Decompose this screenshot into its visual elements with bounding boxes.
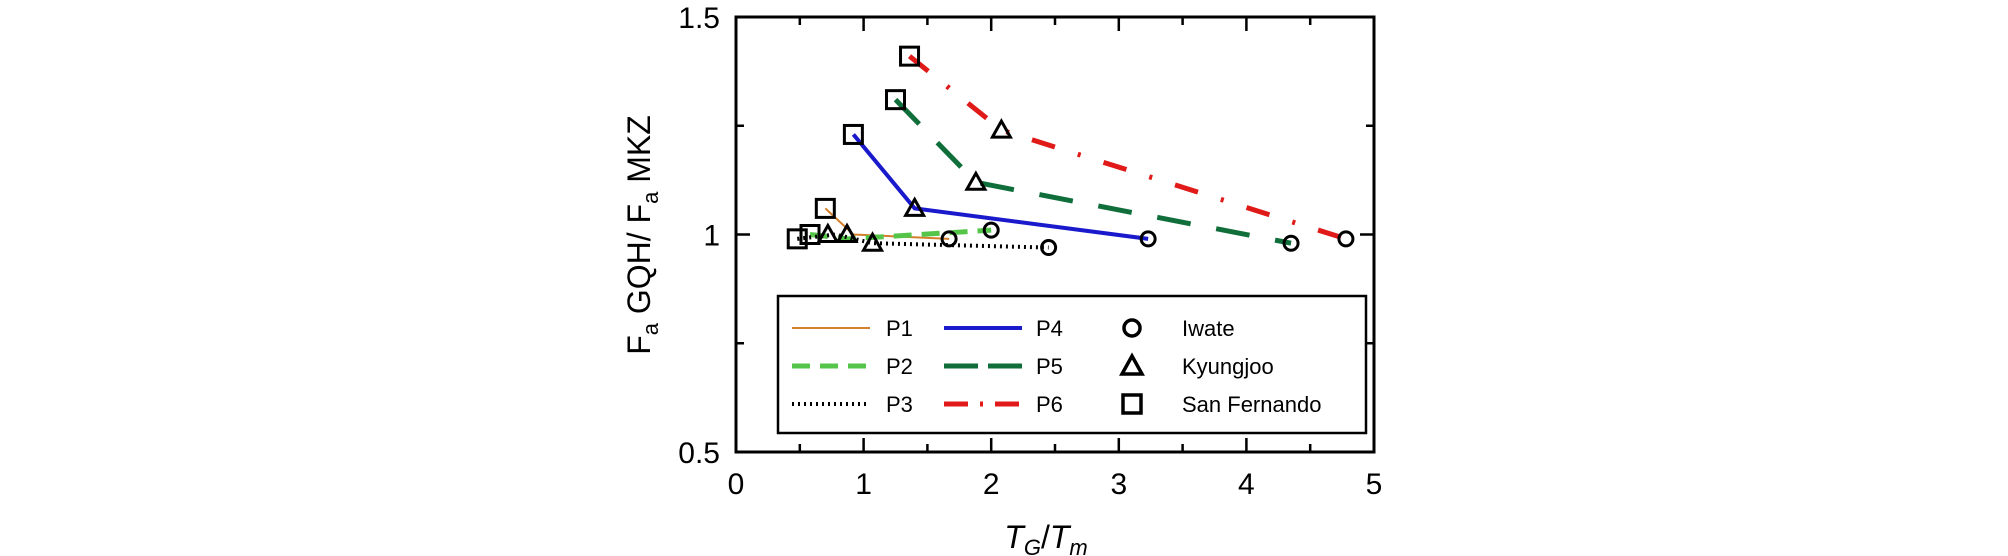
series-line-p3 xyxy=(797,232,1049,250)
x-axis-label-sub-m: m xyxy=(1069,535,1087,556)
y-axis-label-sub1: a xyxy=(638,322,663,335)
x-tick-label: 3 xyxy=(1110,468,1127,501)
legend-label-p1: P1 xyxy=(886,316,913,341)
legend-label-p3: P3 xyxy=(886,392,913,417)
series-line-p2 xyxy=(809,227,992,242)
marker-layer xyxy=(786,45,1355,257)
marker-kyungjoo xyxy=(903,196,927,217)
series-line-p5 xyxy=(893,97,1292,246)
x-axis-label-t: T xyxy=(1004,519,1026,555)
legend-label-p4: P4 xyxy=(1036,316,1063,341)
legend-marker-kyungjoo xyxy=(1119,352,1145,376)
legend-label-p2: P2 xyxy=(886,354,913,379)
legend-label-kyungjoo: Kyungjoo xyxy=(1182,354,1274,379)
x-tick-label: 5 xyxy=(1366,468,1383,501)
marker-san-fernando xyxy=(842,123,864,145)
x-axis-label-sep: / xyxy=(1041,519,1050,555)
x-tick-label: 0 xyxy=(728,468,745,501)
legend-label-iwate: Iwate xyxy=(1182,316,1235,341)
marker-kyungjoo xyxy=(989,118,1013,139)
marker-iwate xyxy=(1337,230,1355,248)
marker-kyungjoo xyxy=(964,170,988,191)
legend-marker-iwate xyxy=(1122,318,1142,338)
marker-san-fernando xyxy=(885,89,906,111)
marker-san-fernando xyxy=(814,197,836,219)
legend-label-p6: P6 xyxy=(1036,392,1063,417)
marker-iwate xyxy=(1040,239,1058,257)
legend-box xyxy=(776,294,1368,435)
x-axis-label-t2: T xyxy=(1050,519,1072,555)
marker-kyungjoo xyxy=(816,222,840,243)
marker-iwate xyxy=(1139,230,1157,248)
series-line-p4 xyxy=(851,133,1149,241)
y-axis-label-mid: GQH/ F xyxy=(621,204,657,323)
x-axis-label-sub-g: G xyxy=(1024,535,1041,556)
y-axis-label: Fa GQH/ Fa MKZ xyxy=(621,115,663,355)
axes xyxy=(734,15,1376,454)
x-tick-label: 2 xyxy=(983,468,1000,501)
marker-kyungjoo xyxy=(835,222,859,243)
legend: P1 P2 P3 P4 P5 P6 Iwate Kyungjoo San Fer… xyxy=(776,294,1368,435)
x-tick-label: 1 xyxy=(855,468,872,501)
y-tick-labels: 0.5 1 1.5 xyxy=(678,2,720,470)
series-layer xyxy=(797,54,1347,250)
marker-iwate xyxy=(1282,234,1300,252)
legend-label-p5: P5 xyxy=(1036,354,1063,379)
marker-iwate xyxy=(940,230,958,248)
y-axis-label-f1: F xyxy=(621,335,657,355)
marker-san-fernando xyxy=(786,228,808,250)
legend-label-san-fernando: San Fernando xyxy=(1182,392,1321,417)
x-tick-labels: 0 1 2 3 4 5 xyxy=(728,468,1383,501)
marker-iwate xyxy=(982,221,1000,239)
marker-kyungjoo xyxy=(860,231,885,252)
y-axis-label-end: MKZ xyxy=(621,115,657,191)
marker-san-fernando xyxy=(899,45,921,67)
x-axis-label: TG/Tm xyxy=(1004,519,1087,556)
y-tick-label: 1.5 xyxy=(678,2,720,35)
y-tick-label: 0.5 xyxy=(678,437,720,470)
x-tick-label: 4 xyxy=(1238,468,1255,501)
marker-san-fernando xyxy=(799,224,821,245)
y-tick-label: 1 xyxy=(703,220,720,253)
legend-marker-san-fernando xyxy=(1121,393,1143,415)
y-axis-label-sub2: a xyxy=(638,191,663,204)
